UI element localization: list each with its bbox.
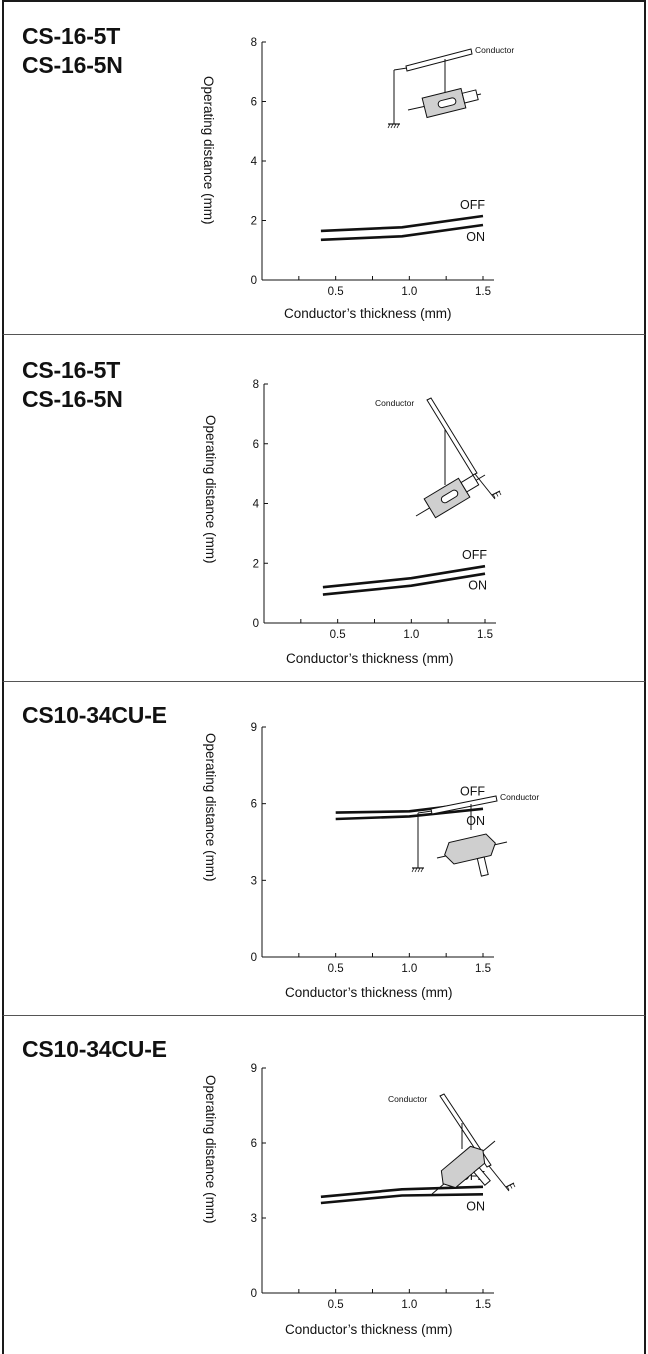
ground-hatch-icon — [417, 867, 421, 873]
series-line-on — [320, 223, 484, 242]
y-tick-label: 4 — [253, 499, 260, 511]
ground-hatch-icon — [393, 123, 397, 129]
series-label-on: ON — [466, 1199, 485, 1213]
series-line-off — [322, 564, 486, 589]
reed-sensor-icon — [423, 474, 480, 519]
y-tick-label: 2 — [251, 216, 257, 228]
model-names: CS-16-5T CS-16-5N — [22, 22, 123, 80]
y-tick-label: 4 — [251, 156, 258, 168]
x-tick-label: 0.5 — [328, 1299, 344, 1311]
conductor-label: Conductor — [375, 398, 414, 408]
x-tick-label: 1.0 — [401, 1299, 417, 1311]
x-axis-label: Conductor’s thickness (mm) — [286, 651, 454, 666]
cylinder-sensor-icon — [440, 1145, 491, 1189]
ground-hatch-icon — [387, 123, 391, 129]
model-name: CS10-34CU-E — [22, 1036, 167, 1062]
series-line-off — [320, 214, 484, 233]
conductor-label: Conductor — [475, 45, 514, 55]
y-tick-label: 0 — [251, 952, 257, 964]
conductor-label: Conductor — [500, 792, 539, 802]
y-tick-label: 6 — [253, 439, 259, 451]
model-name: CS10-34CU-E — [22, 702, 167, 728]
x-tick-label: 1.5 — [475, 963, 491, 975]
x-tick-label: 1.5 — [475, 1299, 491, 1311]
conductor-lead-icon — [417, 810, 433, 814]
series-label-off: OFF — [462, 548, 487, 562]
cylinder-sensor-icon — [444, 833, 496, 877]
x-tick-label: 1.0 — [403, 629, 419, 641]
conductor-label: Conductor — [388, 1094, 427, 1104]
ground-hatch-icon — [495, 492, 499, 497]
chart-panel-1: CS-16-5T CS-16-5N Operating distance (mm… — [2, 0, 646, 334]
chart-panel-3: CS10-34CU-E Operating distance (mm) Cond… — [2, 681, 646, 1015]
x-axis-label: Conductor’s thickness (mm) — [285, 985, 453, 1000]
y-tick-label: 3 — [251, 875, 257, 887]
model-name: CS-16-5N — [22, 52, 123, 78]
line-chart: 0 2 4 6 8 0.5 1.0 1.5 OFF ON Conductor — [251, 37, 515, 298]
x-tick-label: 1.5 — [475, 286, 491, 298]
ground-hatch-icon — [411, 867, 415, 873]
series-label-off: OFF — [460, 198, 485, 212]
conductor-lead-icon — [393, 67, 408, 71]
reed-sensor-icon — [421, 87, 479, 119]
ground-hatch-icon — [390, 123, 394, 129]
conductor-plate-icon — [405, 48, 473, 72]
x-tick-label: 1.0 — [401, 286, 417, 298]
x-axis-label: Conductor’s thickness (mm) — [285, 1322, 453, 1337]
series-label-on: ON — [466, 814, 485, 828]
y-tick-label: 0 — [251, 275, 257, 287]
model-names: CS10-34CU-E — [22, 701, 167, 730]
ground-hatch-icon — [498, 490, 502, 496]
conductor-plate-icon — [430, 795, 498, 815]
x-tick-label: 1.5 — [477, 629, 493, 641]
series-line-on — [322, 572, 486, 596]
ground-hatch-icon — [492, 493, 496, 499]
model-name: CS-16-5N — [22, 386, 123, 412]
model-name: CS-16-5T — [22, 357, 121, 383]
ground-hatch-icon — [396, 123, 400, 129]
model-name: CS-16-5T — [22, 23, 121, 49]
y-tick-label: 3 — [251, 1213, 257, 1225]
ground-hatch-icon — [506, 1185, 510, 1191]
y-tick-label: 9 — [251, 722, 257, 734]
ground-wire-icon — [488, 1165, 510, 1192]
x-tick-label: 0.5 — [330, 629, 346, 641]
chart-panel-4: CS10-34CU-E Operating distance (mm) Cond… — [2, 1015, 646, 1354]
ground-hatch-icon — [509, 1184, 513, 1189]
x-tick-label: 0.5 — [328, 286, 344, 298]
model-names: CS10-34CU-E — [22, 1035, 167, 1064]
y-tick-label: 6 — [251, 799, 257, 811]
ground-wire-icon — [474, 473, 496, 500]
series-label-on: ON — [466, 230, 485, 244]
chart-panel-2: CS-16-5T CS-16-5N Operating distance (mm… — [2, 334, 646, 681]
x-tick-label: 0.5 — [328, 963, 344, 975]
series-label-on: ON — [468, 579, 487, 593]
y-tick-label: 0 — [251, 1288, 257, 1300]
series-line-on — [320, 1193, 484, 1205]
y-tick-label: 9 — [251, 1063, 257, 1075]
x-axis-label: Conductor’s thickness (mm) — [284, 306, 452, 321]
y-tick-label: 8 — [253, 379, 259, 391]
ground-hatch-icon — [512, 1182, 516, 1188]
y-tick-label: 2 — [253, 558, 259, 570]
line-chart: 0 3 6 9 0.5 1.0 1.5 OFF ON Conductor — [251, 722, 540, 975]
y-tick-label: 6 — [251, 97, 257, 109]
line-chart: 0 2 4 6 8 0.5 1.0 1.5 OFF ON Conductor — [253, 379, 502, 641]
ground-hatch-icon — [420, 867, 424, 873]
y-tick-label: 0 — [253, 618, 259, 630]
series-line-on — [335, 807, 484, 821]
x-tick-label: 1.0 — [401, 963, 417, 975]
model-names: CS-16-5T CS-16-5N — [22, 356, 123, 414]
conductor-plate-icon — [426, 397, 478, 476]
y-tick-label: 6 — [251, 1138, 257, 1150]
y-tick-label: 8 — [251, 37, 257, 49]
series-label-off: OFF — [460, 784, 485, 798]
ground-hatch-icon — [414, 867, 418, 873]
